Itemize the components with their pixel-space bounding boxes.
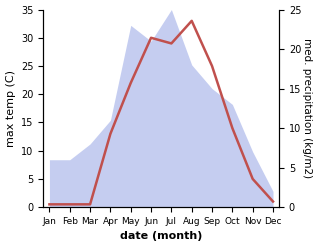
X-axis label: date (month): date (month) <box>120 231 203 242</box>
Y-axis label: max temp (C): max temp (C) <box>5 70 16 147</box>
Y-axis label: med. precipitation (kg/m2): med. precipitation (kg/m2) <box>302 38 313 178</box>
